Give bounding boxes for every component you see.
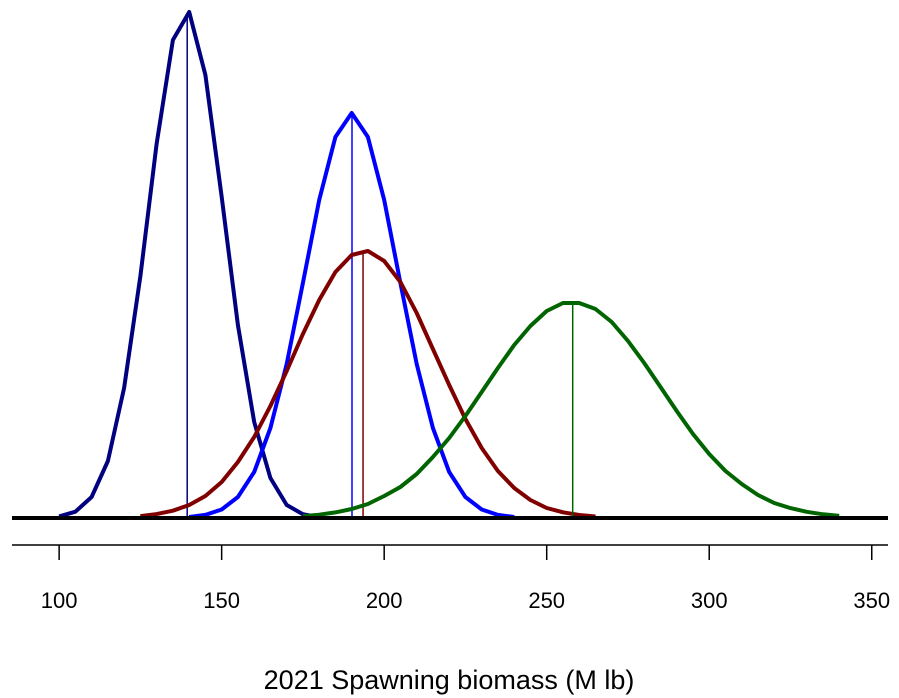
density-curve [58, 10, 320, 520]
x-tick-label: 150 [203, 588, 240, 613]
x-tick-label: 100 [41, 588, 78, 613]
density-curve [140, 249, 596, 519]
x-tick-label: 250 [528, 588, 565, 613]
x-tick-label: 200 [366, 588, 403, 613]
density-curve [188, 111, 515, 519]
x-axis-label: 2021 Spawning biomass (M lb) [264, 665, 635, 695]
x-tick-label: 300 [691, 588, 728, 613]
x-tick-label: 350 [853, 588, 890, 613]
density-curve [302, 301, 840, 519]
